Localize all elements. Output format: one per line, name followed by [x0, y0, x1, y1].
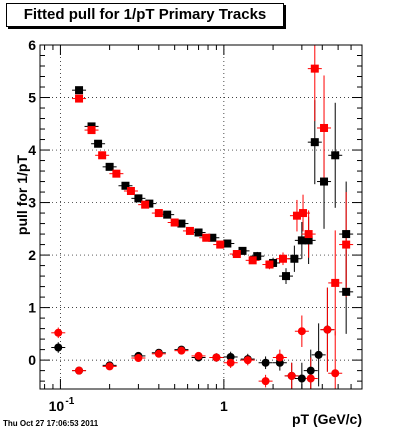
y-axis-label: pull for 1/pT [14, 155, 30, 236]
y-tick-label: 2 [28, 247, 36, 263]
data-point-square [290, 254, 299, 263]
data-point-circle [105, 362, 114, 371]
data-point-circle [194, 351, 203, 360]
data-point-square [292, 211, 301, 220]
data-point-circle [134, 354, 143, 363]
data-point-square [223, 239, 232, 248]
x-tick-label: 1 [220, 398, 228, 414]
y-tick-label: 5 [28, 90, 36, 106]
data-point-square [304, 236, 313, 245]
data-point-square [331, 278, 340, 287]
data-point-circle [75, 366, 84, 375]
data-point-square [194, 228, 203, 237]
data-point-square [342, 230, 351, 239]
data-point-square [320, 177, 329, 186]
data-point-square [248, 256, 257, 265]
datestamp: Thu Oct 27 17:06:53 2011 [3, 419, 99, 428]
data-point-square [282, 272, 291, 281]
data-point-square [253, 252, 262, 261]
data-point-circle [154, 349, 163, 358]
data-point-square [154, 209, 163, 218]
data-point-circle [212, 353, 221, 362]
y-tick-label: 0 [28, 352, 36, 368]
data-point-square [342, 287, 351, 296]
data-point-circle [275, 353, 284, 362]
data-point-square [121, 181, 130, 190]
data-point-square [320, 123, 329, 132]
data-point-circle [54, 328, 63, 337]
y-tick-label: 1 [28, 300, 36, 316]
data-point-square [342, 240, 351, 249]
data-point-circle [287, 371, 296, 380]
data-point-circle [323, 325, 332, 334]
data-point-circle [261, 358, 270, 367]
data-point-circle [226, 358, 235, 367]
data-point-square [145, 199, 154, 208]
grid-lines [40, 44, 362, 389]
data-point-square [170, 218, 179, 227]
data-point-square [141, 200, 150, 209]
data-point-square [87, 126, 96, 135]
data-point-square [202, 233, 211, 242]
x-axis-label: pT (GeV/c) [291, 411, 362, 427]
data-point-square [105, 162, 114, 171]
data-point-square [278, 254, 287, 263]
chart-title: Fitted pull for 1/pT Primary Tracks [6, 3, 284, 27]
data-point-circle [297, 327, 306, 336]
y-tick-label: 6 [28, 37, 36, 53]
data-point-circle [177, 346, 186, 355]
data-point-square [304, 230, 313, 239]
data-point-square [310, 138, 319, 147]
data-point-square [126, 187, 135, 196]
y-tick-label: 3 [28, 195, 36, 211]
data-point-circle [226, 352, 235, 361]
data-markers [54, 64, 351, 386]
data-point-square [185, 226, 194, 235]
data-point-square [75, 94, 84, 103]
data-point-square [163, 210, 172, 219]
data-point-square [112, 169, 121, 178]
data-point-square [299, 209, 308, 218]
data-point-square [310, 64, 319, 73]
data-point-circle [243, 356, 252, 365]
data-point-square [208, 233, 217, 242]
data-point-square [265, 260, 274, 269]
data-point-square [94, 139, 103, 148]
data-point-circle [331, 369, 340, 378]
data-point-square [75, 86, 84, 95]
data-point-square [232, 250, 241, 259]
x-tick-label-exponent: -1 [65, 396, 74, 407]
data-point-square [331, 151, 340, 160]
data-point-circle [54, 343, 63, 352]
data-point-circle [261, 377, 270, 386]
plot-frame [39, 44, 363, 390]
data-point-square [216, 240, 225, 249]
axis-ticks: 0 1 2 3 4 5 6 10 -1 1 [28, 37, 363, 414]
data-point-circle [306, 374, 315, 383]
data-point-square [238, 246, 247, 255]
data-point-square [98, 151, 107, 160]
error-bars [51, 45, 354, 389]
y-tick-label: 4 [28, 142, 36, 158]
data-point-circle [306, 366, 315, 375]
x-tick-label: 10 [49, 398, 65, 414]
data-point-square [134, 194, 143, 203]
data-point-square [297, 236, 306, 245]
data-point-square [177, 219, 186, 228]
data-point-circle [297, 374, 306, 383]
data-point-circle [314, 350, 323, 359]
